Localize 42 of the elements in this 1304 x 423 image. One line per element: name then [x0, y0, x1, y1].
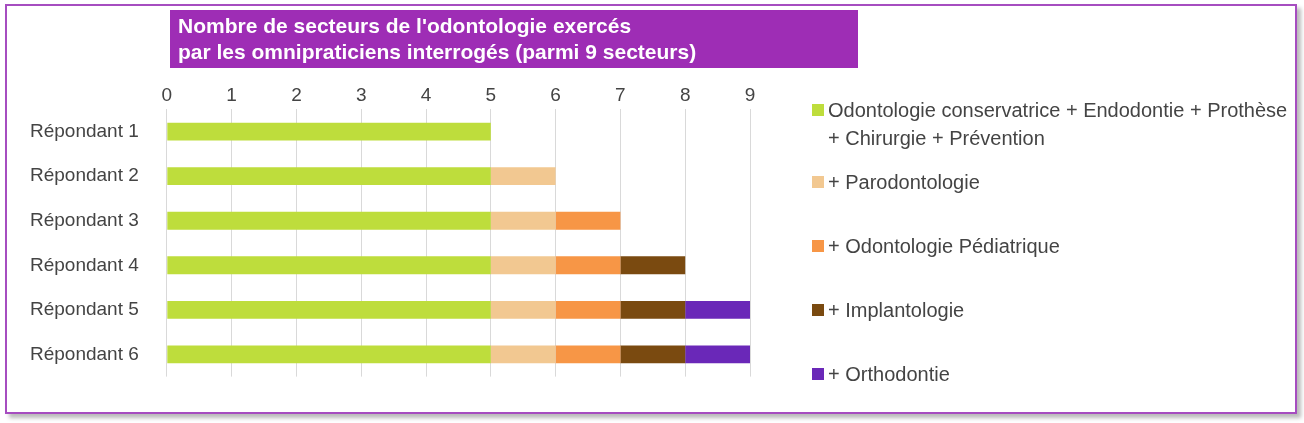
x-tick-label: 5: [485, 84, 497, 106]
bar: [555, 300, 621, 319]
x-tick-label: 7: [615, 84, 626, 106]
legend-label: + Odontologie Pédiatrique: [828, 234, 1060, 259]
x-tick-label: 6: [550, 84, 561, 106]
legend-label: + Orthodontie: [828, 362, 950, 387]
y-tick-label: Répondant 1: [29, 119, 139, 141]
bar: [490, 256, 556, 275]
bar: [555, 256, 621, 275]
bar: [490, 300, 556, 319]
x-tick-label: 4: [420, 84, 432, 106]
chart-title: Nombre de secteurs de l'odontologie exercés par les omnipraticiens interrogés (parmi 9 secteurs): [170, 10, 858, 68]
bar: [490, 345, 556, 364]
y-tick-label: Répondant 6: [29, 342, 139, 364]
y-tick-label: Répondant 3: [29, 208, 139, 230]
y-tick-label: Répondant 2: [29, 164, 139, 186]
bar: [167, 300, 491, 319]
bar: [167, 345, 491, 364]
bar: [685, 345, 750, 364]
bar: [685, 300, 750, 319]
bar: [167, 167, 491, 186]
bar: [620, 345, 686, 364]
bar: [490, 167, 556, 186]
bar: [555, 345, 621, 364]
x-tick-label: 2: [291, 84, 302, 106]
legend-label: + Parodontologie: [828, 170, 980, 195]
legend-label: Odontologie conservatrice + Endodontie + Prothèse + Chirurgie + Prévention: [828, 98, 1289, 151]
x-tick-label: 3: [355, 84, 367, 106]
bar: [555, 211, 621, 230]
bar: [167, 211, 491, 230]
x-tick-label: 1: [226, 84, 237, 106]
x-tick-label: 9: [744, 84, 756, 106]
legend-label: + Implantologie: [828, 298, 965, 323]
bar: [167, 256, 491, 275]
bar: [620, 256, 686, 275]
x-tick-label: 8: [679, 84, 691, 106]
x-tick-label: 0: [161, 84, 173, 106]
y-tick-label: Répondant 4: [29, 253, 140, 275]
bar: [167, 122, 491, 141]
y-tick-label: Répondant 5: [29, 298, 139, 320]
bar: [490, 211, 556, 230]
bar: [620, 300, 686, 319]
